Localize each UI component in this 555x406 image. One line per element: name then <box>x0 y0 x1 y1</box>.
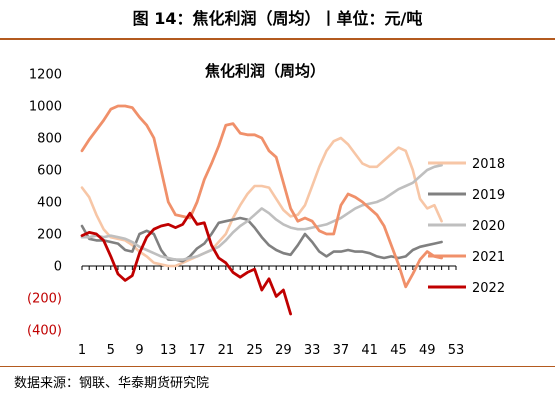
source-divider <box>0 366 555 367</box>
y-tick-label: 800 <box>37 132 62 147</box>
x-tick-label: 21 <box>218 343 235 358</box>
x-axis-tick-marks <box>81 266 457 270</box>
series-line-2022 <box>80 211 293 316</box>
series-line-2019 <box>80 216 443 263</box>
title-divider <box>0 38 555 40</box>
chart-title: 焦化利润（周均） <box>204 62 325 80</box>
series-line-2021 <box>80 104 444 289</box>
x-axis-ticks: 1 5 9 13 17 21 25 29 33 37 41 45 49 53 <box>78 343 464 358</box>
x-tick-label: 53 <box>448 343 465 358</box>
x-tick-label: 37 <box>333 343 350 358</box>
legend-label-2020: 2020 <box>472 219 505 234</box>
x-tick-label: 29 <box>275 343 292 358</box>
y-tick-label: 1200 <box>29 68 62 83</box>
x-tick-label: 17 <box>189 343 206 358</box>
x-tick-label: 9 <box>135 343 143 358</box>
legend-label-2021: 2021 <box>472 250 505 265</box>
legend: 2018 2019 2020 2021 2022 <box>428 157 505 296</box>
x-tick-label: 49 <box>419 343 436 358</box>
series-line-2018 <box>80 136 443 268</box>
y-tick-label: 0 <box>54 260 62 275</box>
y-tick-label: 1000 <box>29 100 62 115</box>
x-tick-label: 41 <box>361 343 378 358</box>
x-tick-label: 45 <box>390 343 407 358</box>
figure-title: 图 14：焦化利润（周均）丨单位：元/吨 <box>132 9 423 28</box>
x-tick-label: 13 <box>160 343 177 358</box>
y-tick-label: 200 <box>37 228 62 243</box>
x-tick-label: 1 <box>78 343 86 358</box>
series-lines <box>80 104 444 316</box>
x-tick-label: 33 <box>304 343 321 358</box>
x-tick-label: 25 <box>246 343 263 358</box>
y-tick-label: 600 <box>37 164 62 179</box>
line-chart: 焦化利润（周均） 1200 1000 800 600 400 200 0 (200) (400)… <box>27 62 505 358</box>
source-note: 数据来源：钢联、华泰期货研究院 <box>14 376 210 391</box>
series-line-2020 <box>80 163 443 261</box>
legend-label-2018: 2018 <box>472 157 505 172</box>
x-tick-label: 5 <box>107 343 115 358</box>
y-tick-label: (400) <box>27 324 62 339</box>
y-axis-ticks: 1200 1000 800 600 400 200 0 (200) (400) <box>27 68 62 339</box>
legend-label-2019: 2019 <box>472 188 505 203</box>
legend-label-2022: 2022 <box>472 281 505 296</box>
y-tick-label: 400 <box>37 196 62 211</box>
y-tick-label: (200) <box>27 292 62 307</box>
